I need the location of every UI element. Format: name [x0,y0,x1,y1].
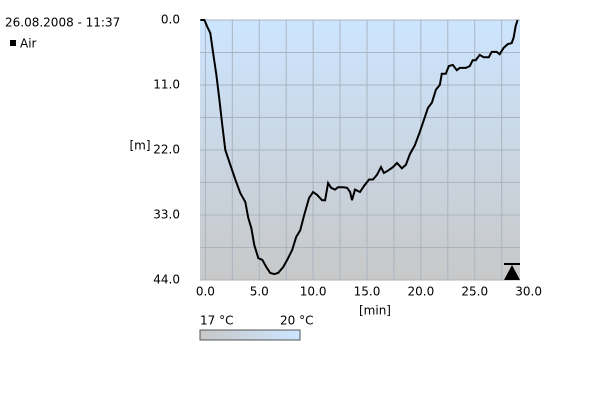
x-axis-label: [min] [359,304,391,318]
x-tick-label: 15.0 [354,285,381,299]
x-tick-label: 10.0 [300,285,327,299]
x-tick-label: 5.0 [250,285,269,299]
x-tick-label: 25.0 [461,285,488,299]
y-tick-label: 0.0 [161,13,180,27]
legend-swatch [10,40,16,46]
temp-max-label: 20 °C [280,314,313,328]
legend-label: Air [20,37,37,51]
y-tick-label: 11.0 [153,78,180,92]
y-tick-label: 33.0 [153,208,180,222]
y-axis-label: [m] [129,139,150,153]
depth-line [200,19,519,276]
end-marker [504,263,520,280]
temp-min-label: 17 °C [200,314,233,328]
temp-scale-bar [199,329,301,341]
datetime: 26.08.2008 - 11:37 [5,16,120,30]
y-tick-label: 44.0 [153,273,180,287]
x-tick-label: 0.0 [196,285,215,299]
x-tick-label: 20.0 [408,285,435,299]
y-tick-label: 22.0 [153,143,180,157]
x-tick-label: 30.0 [515,285,542,299]
